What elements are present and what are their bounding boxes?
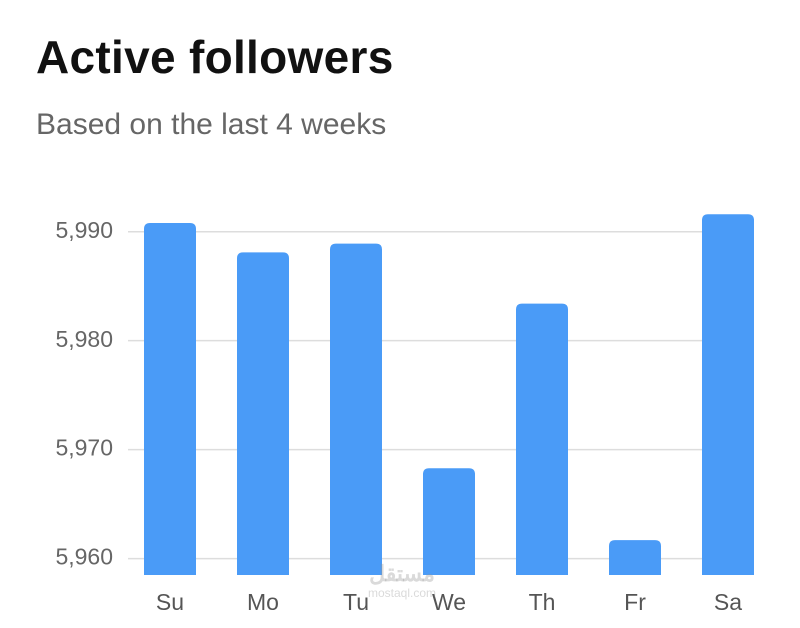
x-tick-label: We — [432, 589, 466, 615]
y-tick-label: 5,960 — [55, 544, 113, 570]
x-tick-label: Fr — [624, 589, 646, 615]
bar-mo — [237, 252, 289, 575]
x-tick-label: Th — [529, 589, 556, 615]
y-tick-label: 5,980 — [55, 326, 113, 352]
bar-th — [516, 303, 568, 575]
bar-tu — [330, 243, 382, 575]
chart-subtitle: Based on the last 4 weeks — [36, 108, 387, 141]
bar-fr — [609, 540, 661, 575]
x-tick-label: Mo — [247, 589, 279, 615]
x-tick-label: Su — [156, 589, 184, 615]
bar-su — [144, 222, 196, 575]
x-tick-label: Sa — [714, 589, 742, 615]
gridlines — [128, 230, 716, 560]
y-axis-ticks: 5,960 5,970 5,980 5,990 — [55, 217, 113, 570]
bars — [144, 214, 754, 575]
bar-we — [423, 468, 475, 575]
chart-title: Active followers — [36, 31, 394, 83]
x-tick-label: Tu — [343, 589, 369, 615]
x-axis-labels: Su Mo Tu We Th Fr Sa — [156, 589, 742, 615]
bar-sa — [702, 214, 754, 575]
y-tick-label: 5,970 — [55, 435, 113, 461]
y-tick-label: 5,990 — [55, 217, 113, 243]
